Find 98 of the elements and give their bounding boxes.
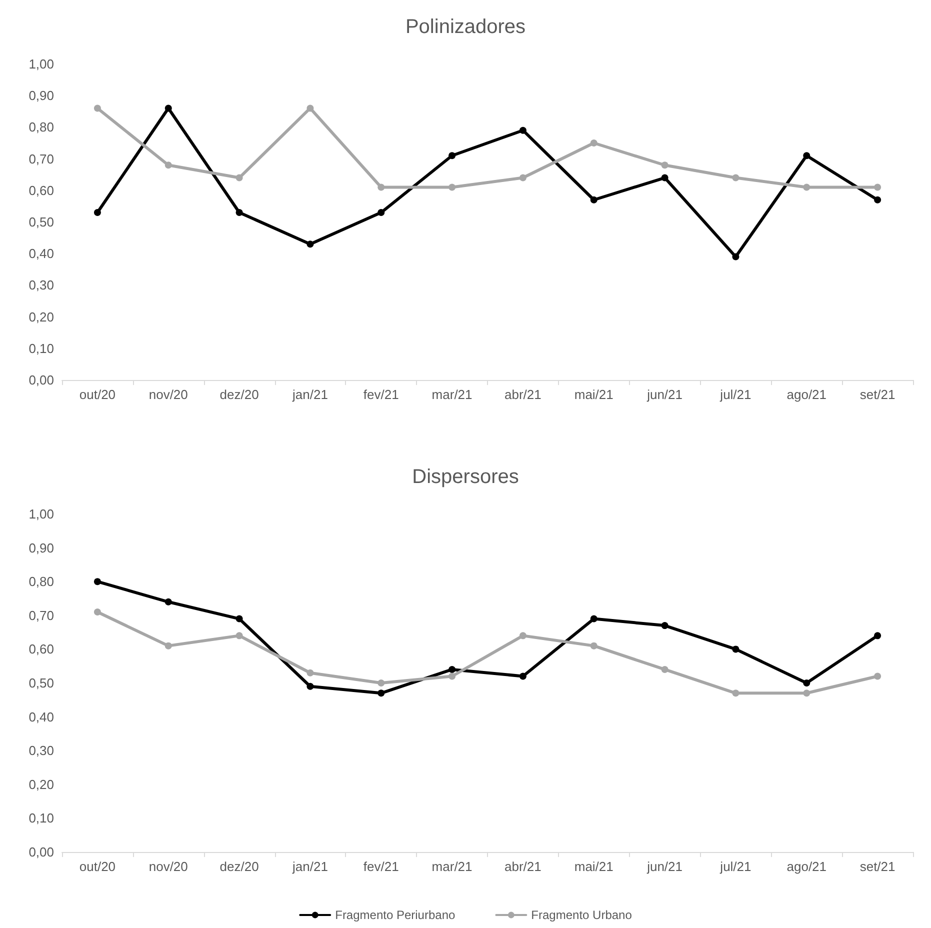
- y-tick-label: 0,20: [28, 776, 54, 792]
- y-tick-label: 0,30: [28, 743, 54, 758]
- point: [519, 672, 526, 680]
- legend-label: Fragmento Periurbano: [335, 908, 456, 922]
- point: [236, 174, 243, 182]
- chart-title: Dispersores: [412, 466, 519, 488]
- y-tick-label: 0,40: [28, 246, 54, 262]
- point: [732, 690, 740, 697]
- point: [803, 680, 810, 686]
- point: [448, 152, 456, 160]
- point: [732, 253, 740, 260]
- y-tick-label: 0,70: [28, 608, 54, 623]
- y-tick-label: 0,90: [28, 88, 54, 104]
- point: [236, 632, 243, 640]
- x-tick-label: fev/21: [363, 387, 399, 402]
- y-tick-label: 0,80: [28, 120, 54, 135]
- x-tick-label: set/21: [860, 387, 896, 402]
- point: [874, 196, 882, 204]
- point: [590, 196, 598, 204]
- y-tick-label: 0,50: [28, 676, 54, 690]
- point: [590, 642, 598, 650]
- point: [590, 615, 598, 622]
- x-tick-label: mar/21: [432, 387, 472, 402]
- y-tick-label: 0,40: [28, 709, 54, 724]
- point: [306, 669, 314, 676]
- point: [874, 632, 882, 640]
- point: [94, 209, 101, 216]
- x-tick-label: fev/21: [363, 859, 399, 874]
- x-tick-label: out/20: [79, 387, 116, 402]
- point: [94, 608, 101, 616]
- y-tick-label: 0,90: [28, 540, 54, 556]
- y-tick-label: 0,10: [28, 340, 54, 356]
- point: [306, 240, 314, 248]
- point: [164, 598, 172, 606]
- x-tick-label: mar/21: [432, 859, 472, 874]
- point: [803, 152, 810, 160]
- point: [448, 672, 456, 680]
- x-tick-label: nov/20: [148, 859, 188, 874]
- x-tick-label: jan/21: [291, 387, 328, 402]
- point: [378, 690, 385, 697]
- point: [164, 642, 172, 650]
- y-tick-label: 1,00: [28, 56, 54, 72]
- point: [661, 174, 668, 182]
- y-tick-label: 0,60: [28, 182, 54, 198]
- x-tick-label: abr/21: [504, 387, 542, 402]
- y-tick-label: 0,20: [28, 309, 54, 324]
- point: [164, 162, 172, 169]
- y-tick-label: 0,00: [28, 844, 54, 860]
- point: [874, 184, 882, 191]
- point: [378, 184, 385, 191]
- point: [448, 666, 456, 673]
- point: [236, 209, 243, 216]
- x-tick-label: mai/21: [574, 387, 614, 402]
- point: [378, 680, 385, 686]
- point: [306, 682, 314, 690]
- y-tick-label: 0,80: [28, 574, 54, 590]
- point: [732, 174, 740, 182]
- point: [803, 184, 810, 191]
- point: [732, 646, 740, 653]
- x-tick-label: out/20: [79, 859, 116, 874]
- point: [519, 632, 526, 640]
- point: [94, 578, 101, 586]
- point: [306, 104, 314, 112]
- x-tick-label: dez/20: [220, 387, 259, 402]
- point: [661, 162, 668, 169]
- y-tick-label: 0,00: [28, 372, 54, 388]
- x-tick-label: dez/20: [220, 859, 259, 874]
- point: [590, 140, 598, 146]
- x-tick-label: ago/21: [786, 387, 827, 402]
- y-tick-label: 0,10: [28, 810, 54, 826]
- legend-label: Fragmento Urbano: [531, 908, 632, 922]
- y-tick-label: 0,70: [28, 151, 54, 166]
- y-tick-label: 0,30: [28, 278, 54, 293]
- x-tick-label: jun/21: [646, 387, 683, 402]
- point: [94, 104, 101, 112]
- y-tick-label: 1,00: [28, 506, 54, 522]
- point: [661, 622, 668, 630]
- chart-title: Polinizadores: [405, 16, 526, 38]
- x-tick-label: ago/21: [786, 859, 827, 874]
- point: [803, 690, 810, 697]
- x-tick-label: jan/21: [291, 859, 328, 874]
- x-tick-label: mai/21: [574, 859, 614, 874]
- y-tick-label: 0,50: [28, 214, 54, 230]
- x-tick-label: jul/21: [719, 859, 752, 874]
- x-tick-label: set/21: [860, 859, 896, 874]
- point: [519, 174, 526, 182]
- point: [661, 666, 668, 673]
- point: [236, 615, 243, 622]
- x-tick-label: nov/20: [148, 387, 188, 402]
- point: [164, 104, 172, 112]
- x-tick-label: abr/21: [504, 859, 542, 874]
- x-tick-label: jun/21: [646, 859, 683, 874]
- point: [519, 126, 526, 134]
- x-tick-label: jul/21: [719, 387, 752, 402]
- point: [874, 672, 882, 680]
- y-tick-label: 0,60: [28, 642, 54, 657]
- point: [378, 209, 385, 216]
- point: [448, 184, 456, 191]
